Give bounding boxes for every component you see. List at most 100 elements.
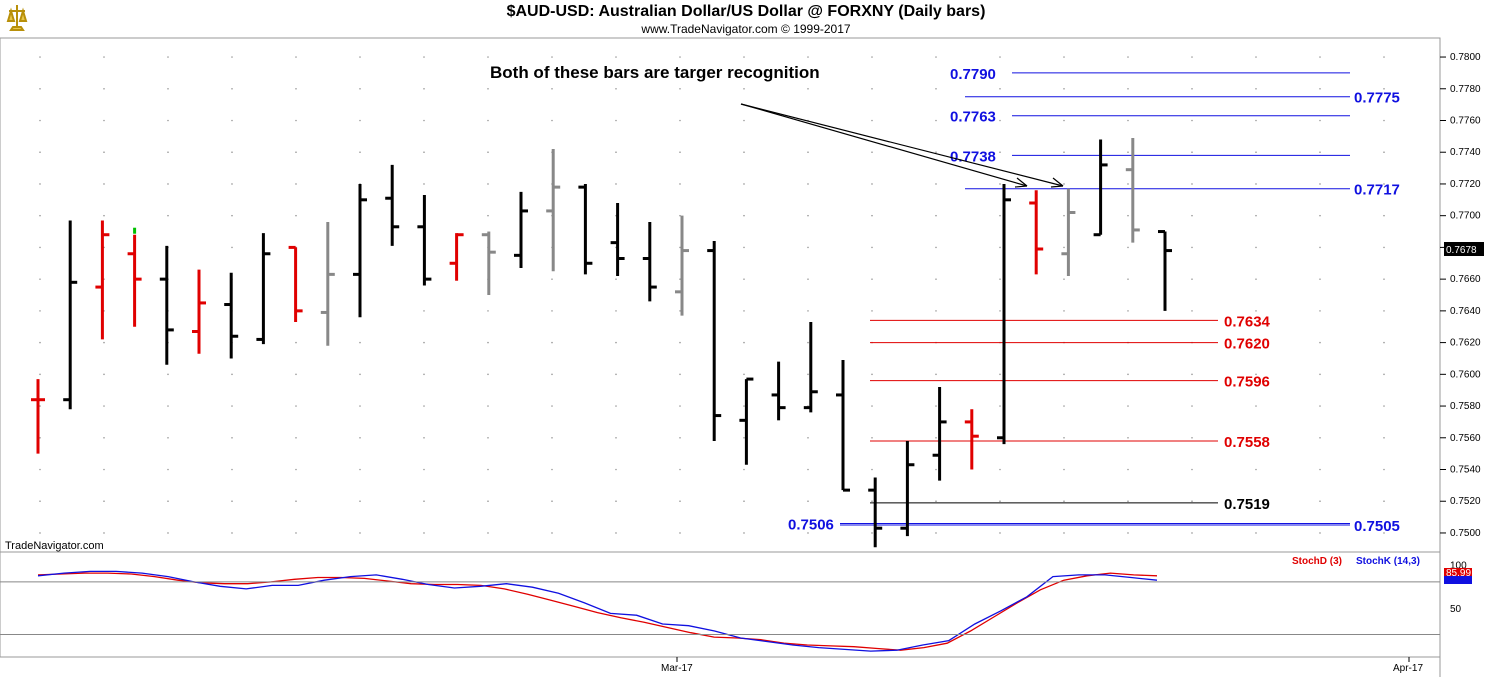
grid-dot [423, 183, 425, 185]
grid-dot [935, 246, 937, 249]
grid-dot [487, 56, 489, 58]
grid-dot [1063, 56, 1065, 58]
price-tick-label: 0.7520 [1450, 496, 1481, 507]
chart-header: $AUD-USD: Australian Dollar/US Dollar @ … [0, 0, 1492, 38]
grid-dot [39, 119, 41, 122]
grid-dot [167, 500, 169, 503]
grid-dot [39, 183, 41, 185]
grid-dot [999, 500, 1001, 503]
price-tick-label: 0.7500 [1450, 528, 1481, 539]
grid-dot [1319, 500, 1321, 503]
grid-dot [295, 500, 297, 503]
grid-dot [615, 373, 617, 376]
grid-dot [231, 468, 233, 471]
grid-dot [551, 500, 553, 503]
grid-dot [103, 436, 105, 439]
grid-dot [1319, 468, 1321, 471]
level-lines: 0.7790 0.7775 0.7763 0.7738 0.7717 0.7634 0.76… [788, 66, 1400, 535]
grid-dot [935, 405, 937, 407]
grid-dot [167, 119, 169, 122]
price-tick-label: 0.7760 [1450, 115, 1481, 126]
grid-dot [743, 500, 745, 503]
grid-dot [1255, 310, 1257, 312]
grid-dot [103, 56, 105, 58]
grid-dot [167, 151, 169, 154]
grid-dot [1063, 183, 1065, 185]
grid-dot [487, 87, 489, 90]
grid-dot [423, 405, 425, 407]
grid-dot [295, 119, 297, 122]
grid-dot [999, 119, 1001, 122]
grid-dot [39, 87, 41, 90]
grid-dot [167, 468, 169, 471]
grid-dot [743, 405, 745, 407]
grid-dot [1383, 56, 1385, 58]
grid-dot [1383, 278, 1385, 280]
grid-dot [1191, 500, 1193, 503]
grid-dot [807, 436, 809, 439]
grid-dot [1191, 246, 1193, 249]
grid-dot [295, 341, 297, 344]
grid-dot [807, 373, 809, 376]
grid-dot [1191, 87, 1193, 90]
grid-dot [1191, 405, 1193, 407]
grid-dot [1127, 87, 1129, 90]
grid-dot [231, 246, 233, 249]
grid-dot [1255, 532, 1257, 534]
grid-dot [1127, 532, 1129, 534]
grid-dot [551, 310, 553, 312]
grid-dot [295, 56, 297, 58]
grid-dot [167, 56, 169, 58]
grid-dot [295, 214, 297, 217]
grid-dot [295, 151, 297, 154]
grid-dot [615, 278, 617, 280]
grid-dot [871, 246, 873, 249]
grid-dot [679, 87, 681, 90]
grid-dot [743, 436, 745, 439]
grid-dot [935, 87, 937, 90]
grid-dot [615, 436, 617, 439]
stoch-line [37, 570, 1158, 652]
grid-dot [743, 278, 745, 280]
grid-dot [231, 532, 233, 534]
grid-dot [1127, 500, 1129, 503]
grid-dot [615, 56, 617, 58]
chart-title: $AUD-USD: Australian Dollar/US Dollar @ … [506, 3, 986, 20]
grid-dot [103, 373, 105, 376]
oscillator-value-label: 85.99 [1446, 568, 1471, 579]
grid-dot [295, 373, 297, 376]
grid-dot [999, 468, 1001, 471]
grid-dot [1191, 119, 1193, 122]
grid-dot [359, 341, 361, 344]
grid-dot [935, 468, 937, 471]
grid-dot [39, 214, 41, 217]
grid-dot [871, 310, 873, 312]
chart-frames [0, 37, 1441, 677]
grid-dot [487, 183, 489, 185]
grid-dot [1063, 373, 1065, 376]
level-label: 0.7634 [1224, 313, 1271, 330]
grid-dot [551, 373, 553, 376]
grid-dot [231, 373, 233, 376]
grid-dot [231, 405, 233, 407]
grid-dot [551, 341, 553, 344]
grid-dot [39, 278, 41, 280]
grid-dot [743, 87, 745, 90]
price-tick-label: 0.7660 [1450, 274, 1481, 285]
grid-dot [615, 341, 617, 344]
grid-dot [423, 373, 425, 376]
grid-dot [1127, 278, 1129, 280]
date-tick-label: Mar-17 [661, 663, 693, 674]
grid-dot [1383, 436, 1385, 439]
grid-dot [1191, 278, 1193, 280]
grid-dot [487, 214, 489, 217]
grid-dot [167, 183, 169, 185]
grid-dot [359, 119, 361, 122]
ohlc-bars [31, 137, 1172, 548]
grid-dot [679, 151, 681, 154]
grid-dot [359, 500, 361, 503]
grid-dot [103, 405, 105, 407]
grid-dot [39, 310, 41, 312]
price-tick-label: 0.7700 [1450, 211, 1481, 222]
